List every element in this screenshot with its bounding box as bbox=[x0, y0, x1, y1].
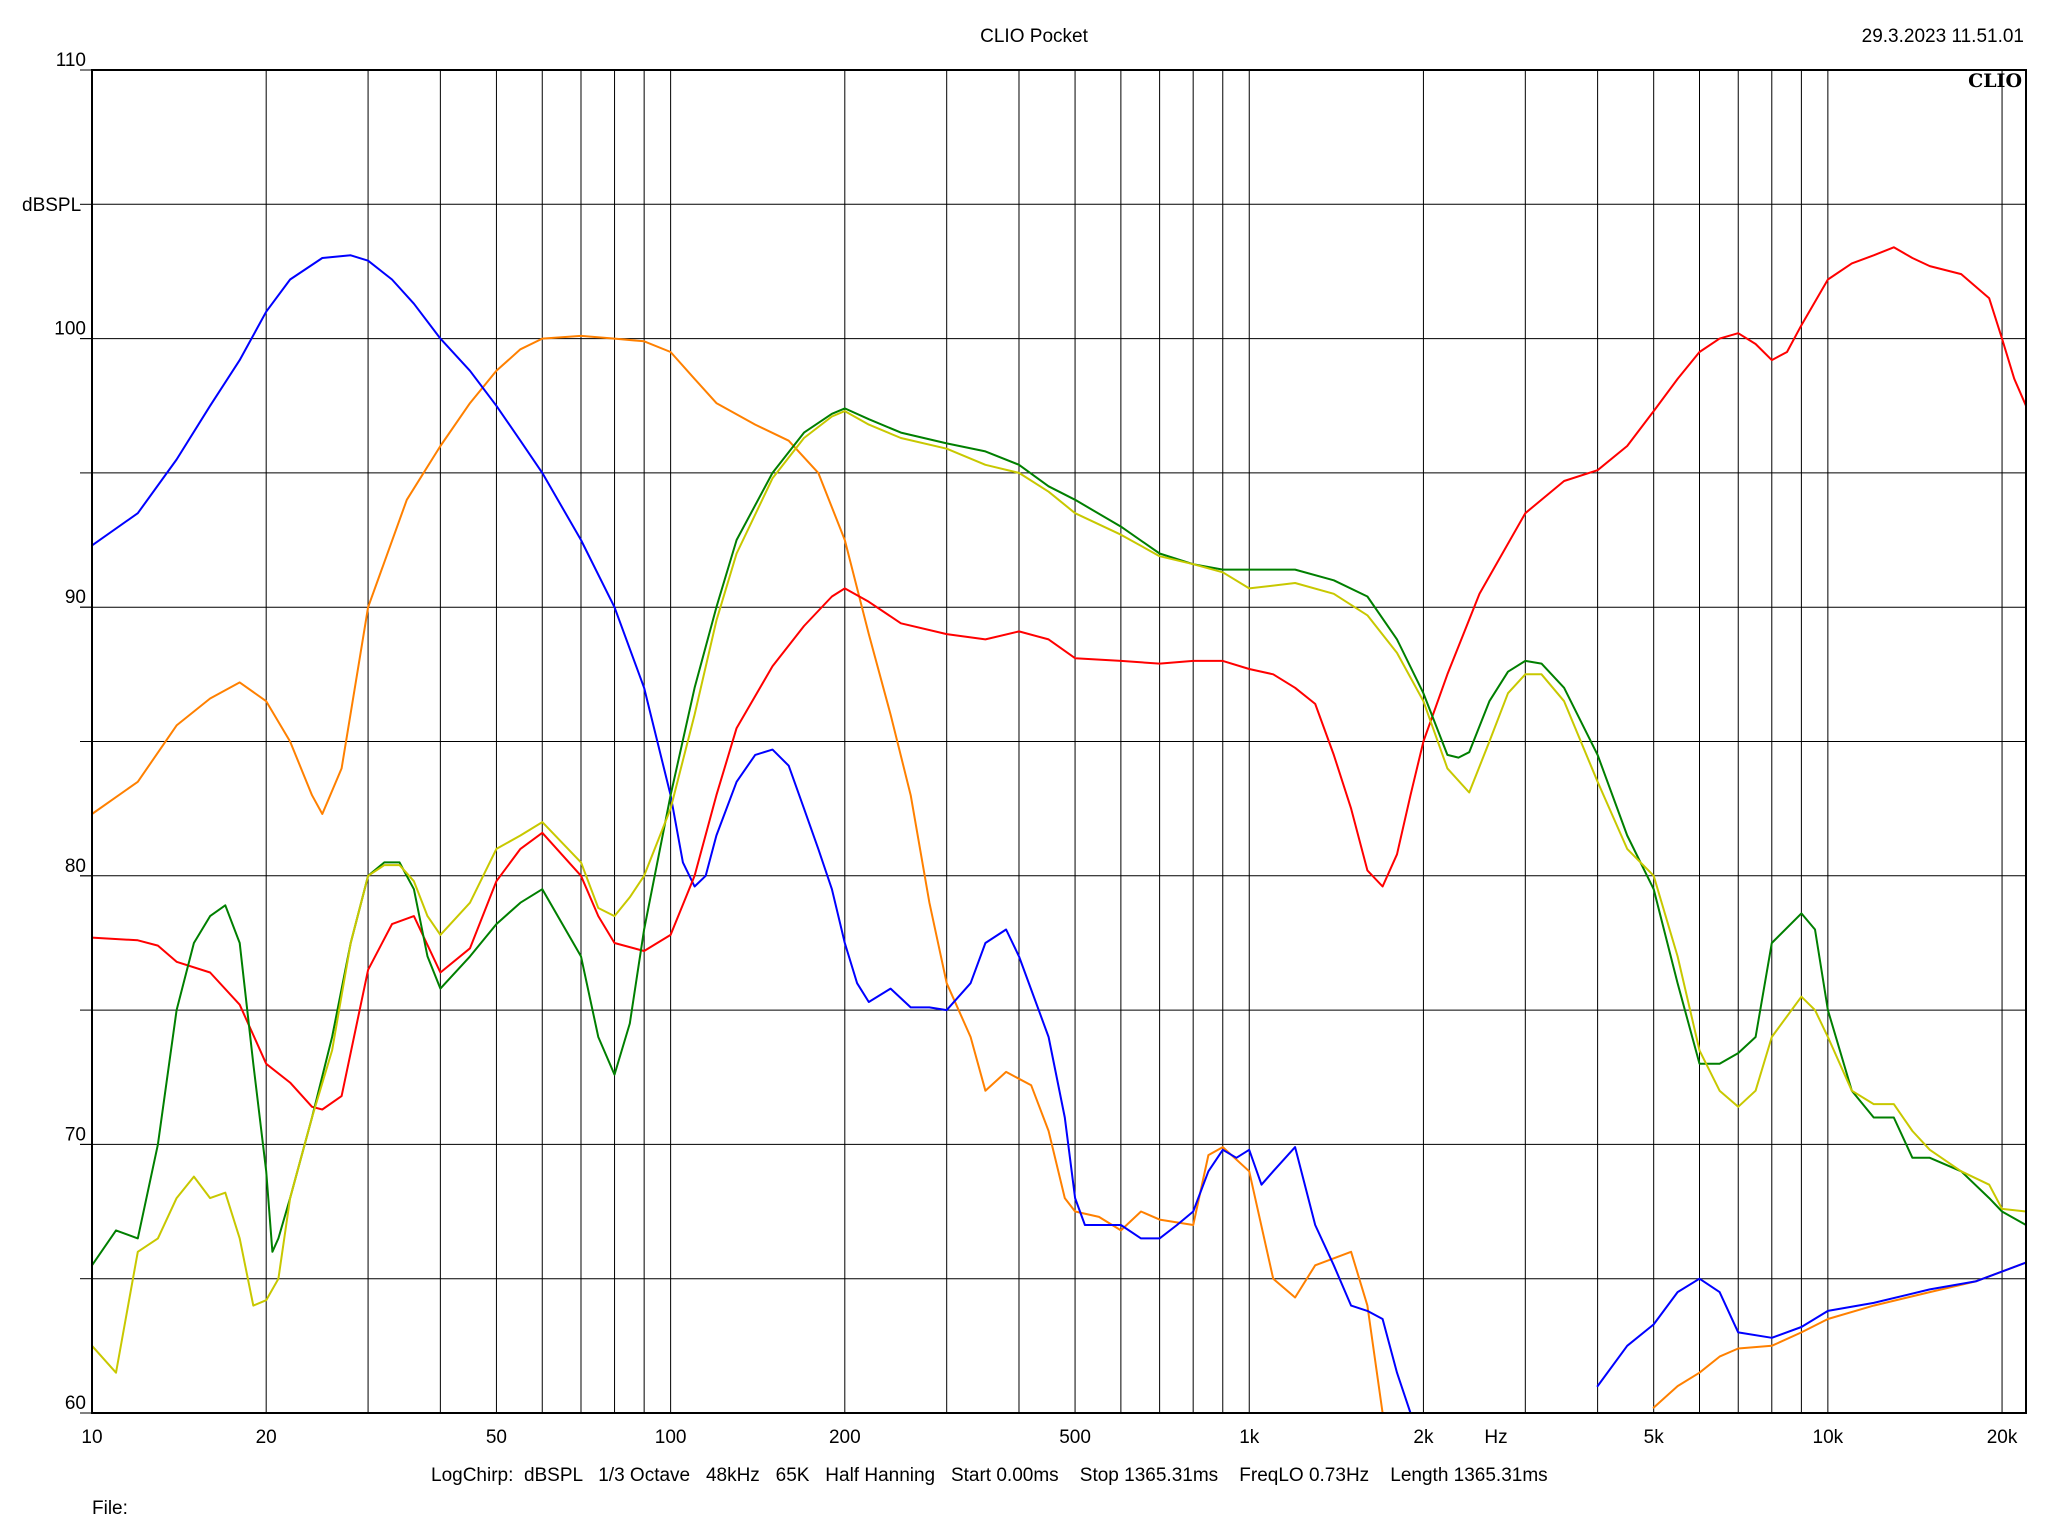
y-tick-label: 80 bbox=[65, 856, 86, 877]
series-line-2 bbox=[1652, 1261, 2027, 1409]
y-tick-label: 60 bbox=[65, 1393, 86, 1414]
series-line-6 bbox=[91, 407, 2027, 1267]
series-line-1 bbox=[91, 334, 1384, 1414]
series-line-7 bbox=[91, 410, 2027, 1374]
file-label: File: bbox=[92, 1498, 128, 1519]
x-tick-label: 500 bbox=[1059, 1427, 1091, 1448]
x-tick-label: 100 bbox=[655, 1427, 687, 1448]
y-tick-label: 90 bbox=[65, 587, 86, 608]
x-tick-label: 20k bbox=[1987, 1427, 2018, 1448]
x-tick-label: 10 bbox=[81, 1427, 102, 1448]
series-line-4 bbox=[1596, 1261, 2027, 1388]
chart-title: CLIO Pocket bbox=[980, 26, 1088, 47]
x-tick-label: 1k bbox=[1239, 1427, 1260, 1448]
x-tick-labels: 10 20 50 100 200 500 1k 2k 5k 10k 20k bbox=[81, 1427, 2017, 1448]
y-axis-label: dBSPL bbox=[22, 195, 81, 216]
x-tick-label: 5k bbox=[1644, 1427, 1665, 1448]
series-lines bbox=[91, 246, 2027, 1414]
x-axis-unit: Hz bbox=[1484, 1427, 1507, 1448]
x-tick-label: 50 bbox=[486, 1427, 507, 1448]
plot-frame bbox=[91, 69, 2027, 1414]
clio-logo: CLIO bbox=[1968, 70, 2022, 92]
timestamp: 29.3.2023 11.51.01 bbox=[1862, 26, 2024, 47]
x-tick-label: 10k bbox=[1813, 1427, 1844, 1448]
x-tick-label: 200 bbox=[829, 1427, 861, 1448]
y-tick-label: 100 bbox=[54, 319, 86, 340]
series-line-5 bbox=[91, 246, 2027, 1111]
y-tick-labels: 60 70 80 90 100 110 bbox=[54, 50, 86, 1414]
measurement-settings: LogChirp: dBSPL 1/3 Octave 48kHz 65K Hal… bbox=[431, 1465, 1548, 1486]
y-tick-label: 70 bbox=[65, 1124, 86, 1145]
x-tick-label: 2k bbox=[1413, 1427, 1434, 1448]
x-tick-label: 20 bbox=[256, 1427, 277, 1448]
y-tick-label: 110 bbox=[56, 50, 86, 71]
grid-lines bbox=[80, 69, 2026, 1414]
series-line-3 bbox=[91, 254, 1412, 1414]
